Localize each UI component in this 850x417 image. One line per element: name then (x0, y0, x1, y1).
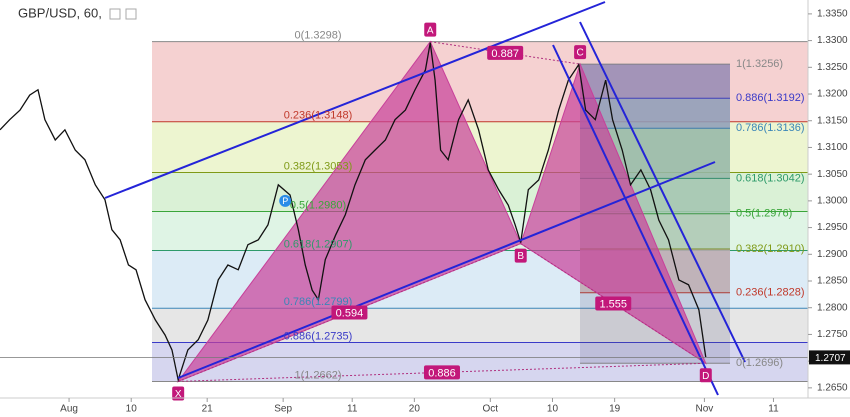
ratio-label: 0.886 (428, 367, 456, 379)
y-tick-label: 1.3100 (817, 142, 848, 153)
price-layer (0, 42, 707, 383)
point-label: A (427, 25, 434, 36)
trend-line (104, 1, 606, 199)
x-tick-label: 19 (609, 404, 621, 415)
fib-label: 0.5(1.2976) (736, 208, 792, 220)
ratio-label: 0.594 (336, 307, 364, 319)
y-tick-label: 1.2650 (817, 382, 848, 393)
x-tick-label: 10 (547, 404, 559, 415)
ratio-label: 1.555 (599, 298, 627, 310)
point-box (574, 45, 587, 60)
point-label: B (517, 251, 524, 262)
last-price-label: 1.2707 (815, 353, 846, 364)
fib-label: 1(1.2662) (294, 369, 341, 381)
x-tick-label: 21 (202, 404, 214, 415)
fib-label: 0.786(1.3136) (736, 122, 805, 134)
pattern-dotted (430, 41, 581, 65)
y-tick-label: 1.3350 (817, 9, 848, 20)
trend-line (552, 44, 719, 396)
y-tick-label: 1.3000 (817, 196, 848, 207)
x-tick-label: 20 (409, 404, 421, 415)
fib-label: 0(1.3298) (294, 30, 341, 42)
y-tick-label: 1.3250 (817, 62, 848, 73)
y-tick-label: 1.2950 (817, 222, 848, 233)
marker-label: P (282, 196, 288, 206)
fib-label: 0.886(1.3192) (736, 92, 805, 104)
point-label: C (576, 48, 583, 59)
y-tick-label: 1.3150 (817, 115, 848, 126)
x-tick-label: Oct (483, 404, 499, 415)
fib-label: 0.5(1.2980) (290, 199, 346, 211)
trend-line (579, 21, 746, 363)
ratio-box (595, 296, 632, 311)
point-label: D (702, 371, 709, 382)
x-tick-label: Sep (274, 404, 292, 415)
close-icon[interactable] (125, 8, 137, 20)
fib-label: 0.786(1.2799) (284, 296, 353, 308)
y-tick-label: 1.3050 (817, 169, 848, 180)
ratio-box (331, 305, 368, 320)
fib-label: 0.382(1.3053) (284, 160, 353, 172)
y-tick-label: 1.2850 (817, 276, 848, 287)
fib-label: 1(1.3256) (736, 58, 783, 70)
y-tick-label: 1.3200 (817, 89, 848, 100)
x-tick-label: Aug (60, 404, 78, 415)
ratio-box (423, 365, 460, 380)
x-tick-label: Nov (696, 404, 714, 415)
price-line (0, 42, 707, 383)
point-label: X (175, 389, 182, 400)
pattern-dotted (520, 243, 707, 364)
y-tick-label: 1.2750 (817, 329, 848, 340)
ratio-box (487, 45, 524, 60)
settings-icon[interactable] (109, 8, 121, 20)
y-tick-label: 1.3300 (817, 35, 848, 46)
x-tick-label: 10 (126, 404, 138, 415)
label-layer: 0(1.3298) 0.236(1.3148) 0.382(1.3053) 0.5(1… (0, 22, 808, 401)
point-box (424, 22, 437, 37)
marker-dot (279, 194, 292, 207)
point-box (699, 368, 712, 383)
x-tick-label: 11 (347, 404, 358, 415)
x-tick-label: 11 (768, 404, 779, 415)
trend-lines (104, 1, 746, 396)
fib-label: 0.382(1.2910) (736, 243, 805, 255)
fib-label: 0.236(1.2828) (736, 287, 805, 299)
fib-label: 0.618(1.2907) (284, 238, 353, 250)
y-tick-label: 1.2800 (817, 302, 848, 313)
fib-label: 0.886(1.2735) (284, 330, 353, 342)
point-box (172, 386, 185, 401)
last-price-box (809, 350, 850, 365)
fib-label: 0.618(1.3042) (736, 172, 805, 184)
y-tick-label: 1.2900 (817, 249, 848, 260)
chart-title: GBP/USD, 60, (18, 5, 102, 20)
point-box (514, 248, 527, 263)
ratio-label: 0.887 (491, 48, 519, 60)
fib-label: 0(1.2696) (736, 357, 783, 369)
fib-label: 0.236(1.3148) (284, 110, 353, 122)
